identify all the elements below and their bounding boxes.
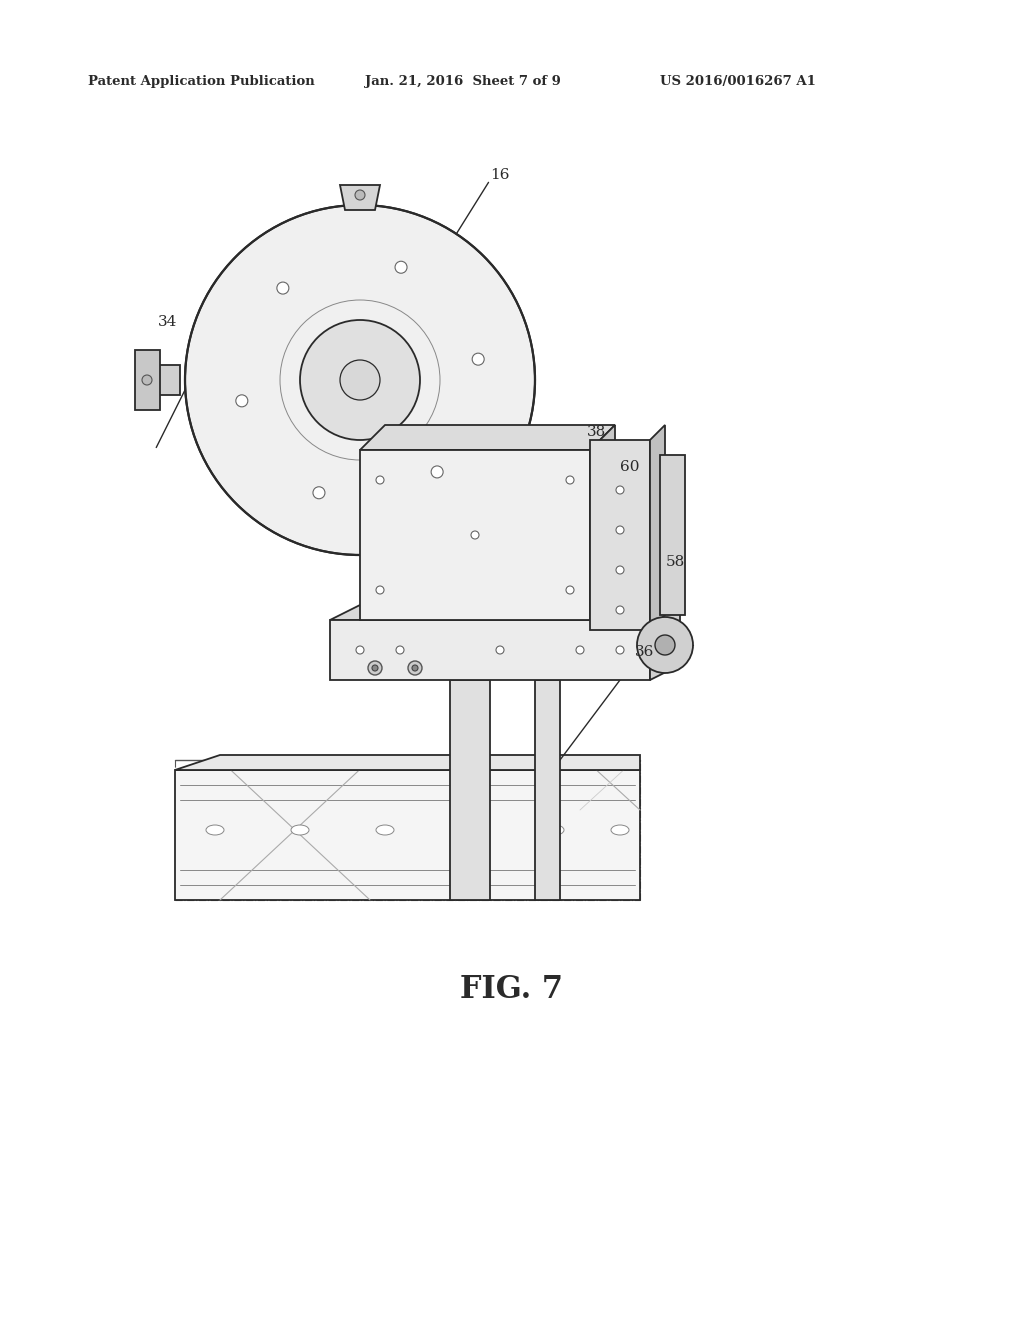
Ellipse shape (611, 825, 629, 836)
Polygon shape (360, 350, 420, 411)
Circle shape (236, 395, 248, 407)
Ellipse shape (546, 825, 564, 836)
Text: Patent Application Publication: Patent Application Publication (88, 75, 314, 88)
Polygon shape (450, 680, 490, 900)
Text: US 2016/0016267 A1: US 2016/0016267 A1 (660, 75, 816, 88)
Circle shape (575, 645, 584, 653)
Text: 60: 60 (621, 459, 640, 474)
Circle shape (616, 645, 624, 653)
Polygon shape (340, 185, 380, 210)
Polygon shape (135, 350, 160, 411)
Circle shape (276, 282, 289, 294)
Polygon shape (590, 425, 615, 620)
Polygon shape (660, 455, 685, 615)
Circle shape (616, 525, 624, 535)
Circle shape (616, 566, 624, 574)
Circle shape (142, 375, 152, 385)
Ellipse shape (185, 205, 535, 554)
Circle shape (356, 645, 364, 653)
Ellipse shape (461, 825, 479, 836)
Polygon shape (155, 366, 180, 395)
Polygon shape (650, 425, 665, 630)
Text: FIG. 7: FIG. 7 (461, 974, 563, 1006)
Ellipse shape (376, 825, 394, 836)
Circle shape (368, 661, 382, 675)
Circle shape (313, 487, 325, 499)
Circle shape (376, 477, 384, 484)
Ellipse shape (206, 825, 224, 836)
Circle shape (372, 665, 378, 671)
Text: 38: 38 (588, 425, 606, 440)
Polygon shape (330, 605, 680, 620)
Polygon shape (650, 605, 680, 680)
Text: 36: 36 (635, 645, 654, 659)
Circle shape (412, 665, 418, 671)
Text: 34: 34 (159, 315, 178, 329)
Polygon shape (590, 440, 650, 630)
Polygon shape (535, 680, 560, 900)
Circle shape (396, 645, 404, 653)
Ellipse shape (300, 319, 420, 440)
Ellipse shape (291, 825, 309, 836)
Circle shape (566, 477, 574, 484)
Circle shape (408, 661, 422, 675)
Circle shape (431, 466, 443, 478)
Polygon shape (330, 620, 650, 680)
Circle shape (637, 616, 693, 673)
Text: Jan. 21, 2016  Sheet 7 of 9: Jan. 21, 2016 Sheet 7 of 9 (365, 75, 561, 88)
Circle shape (355, 190, 365, 201)
Circle shape (496, 645, 504, 653)
Text: 16: 16 (490, 168, 510, 182)
Ellipse shape (340, 360, 380, 400)
Polygon shape (360, 425, 615, 450)
Circle shape (471, 531, 479, 539)
Polygon shape (175, 755, 640, 770)
Circle shape (472, 354, 484, 366)
Circle shape (376, 586, 384, 594)
Circle shape (616, 606, 624, 614)
Text: 58: 58 (666, 554, 685, 569)
Circle shape (616, 486, 624, 494)
Polygon shape (360, 450, 590, 620)
Circle shape (566, 586, 574, 594)
Polygon shape (175, 770, 640, 900)
Circle shape (395, 261, 408, 273)
Circle shape (655, 635, 675, 655)
